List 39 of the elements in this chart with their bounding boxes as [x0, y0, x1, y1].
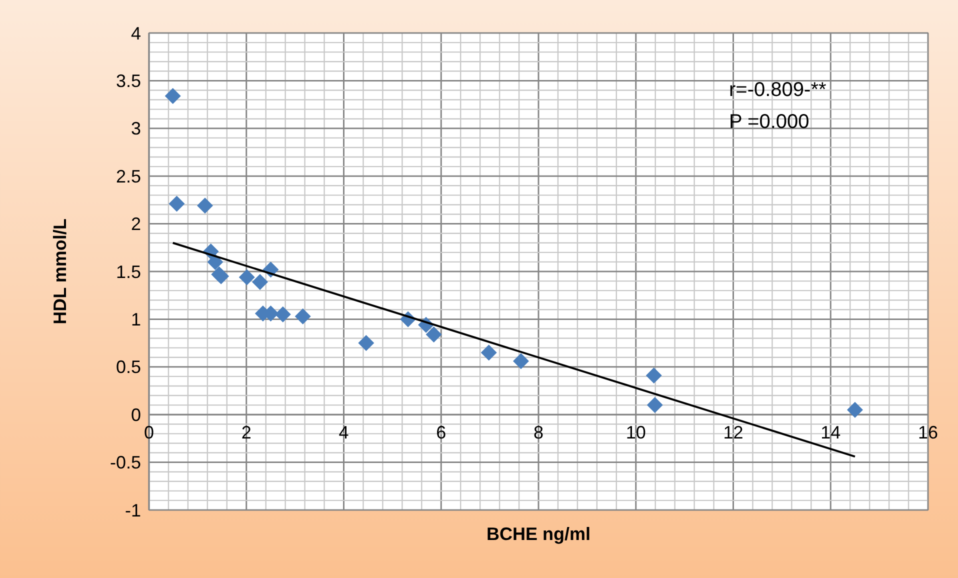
- x-tick-label: 12: [723, 422, 744, 443]
- x-tick-label: 14: [820, 422, 841, 443]
- x-tick-label: 16: [918, 422, 938, 443]
- point: [207, 254, 224, 270]
- point: [252, 274, 268, 290]
- x-tick-label: 6: [436, 422, 446, 443]
- point: [238, 269, 255, 286]
- y-tick-label: 2: [130, 214, 141, 234]
- y-tick-label: 2.5: [116, 166, 141, 186]
- x-tick-label: 0: [144, 422, 154, 443]
- point: [274, 306, 291, 322]
- y-tick-label: 0: [130, 404, 141, 425]
- point: [426, 326, 442, 342]
- x-tick-label: 2: [241, 422, 252, 443]
- x-axis-title: BCHE ng/ml: [486, 524, 591, 544]
- point: [196, 198, 213, 214]
- point: [480, 344, 497, 361]
- y-axis-title: HDL mmol/L: [50, 218, 70, 324]
- point: [358, 335, 374, 352]
- y-tick-label: 3.5: [116, 71, 141, 91]
- y-tick-label: -0.5: [110, 452, 141, 473]
- point: [846, 402, 863, 418]
- x-tick-label: 8: [533, 422, 544, 443]
- y-tick-label: 1: [130, 310, 141, 330]
- y-tick-label: 0.5: [116, 357, 141, 378]
- annotation: r=-0.809-**: [729, 79, 826, 101]
- y-tick-label: -1: [124, 500, 141, 520]
- point: [168, 196, 185, 212]
- point: [646, 367, 662, 384]
- point: [294, 308, 311, 324]
- point: [512, 353, 529, 370]
- x-tick-label: 10: [626, 422, 646, 443]
- y-tick-label: 4: [130, 23, 141, 44]
- y-tick-label: 1.5: [116, 262, 141, 282]
- point: [646, 397, 663, 414]
- y-tick-label: 3: [130, 118, 141, 139]
- point: [164, 88, 181, 104]
- x-tick-label: 4: [338, 422, 349, 443]
- annotation: P =0.000: [729, 111, 810, 133]
